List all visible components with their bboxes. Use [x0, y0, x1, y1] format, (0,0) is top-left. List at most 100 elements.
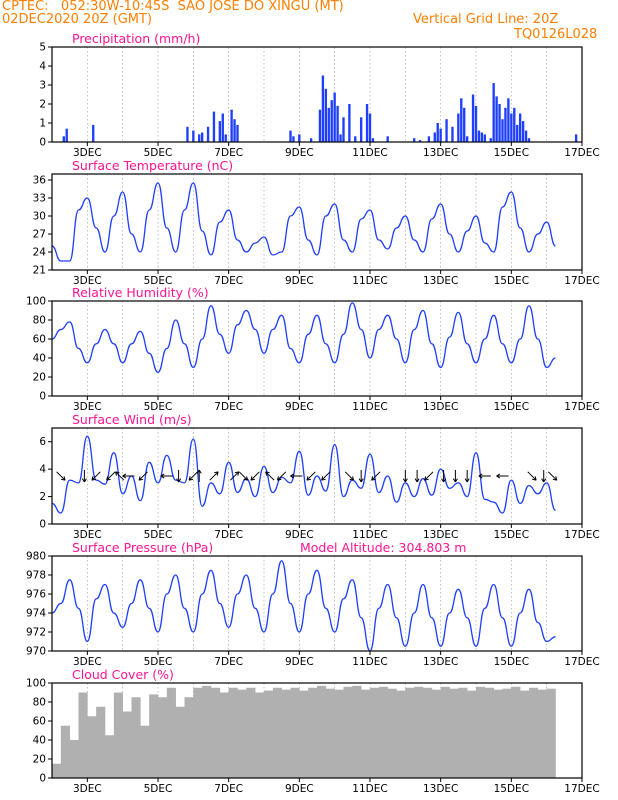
wind-arrow-head: [543, 478, 547, 483]
wind-arrow-shaft: [306, 471, 316, 481]
wind-arrow-head: [216, 471, 219, 476]
wind-arrow-head: [534, 476, 537, 481]
cloud-bar: [440, 686, 450, 778]
cloud-bar: [166, 687, 176, 778]
panel-frame: [51, 555, 583, 652]
cloud-bar: [122, 711, 132, 778]
precip-bar: [298, 134, 301, 142]
x-tick-label: 13DEC: [423, 147, 458, 159]
cloud-bar: [264, 690, 274, 778]
wind-arrow: [238, 471, 249, 481]
y-tick-label: 60: [33, 716, 46, 728]
panel-frame: [51, 427, 583, 525]
precip-bar: [365, 104, 369, 142]
wind-arrow-head: [188, 476, 191, 481]
x-tick-label: 17DEC: [564, 783, 599, 795]
precip-bar: [92, 124, 95, 142]
x-tick-label: 17DEC: [564, 656, 599, 668]
wind-arrow-shaft: [238, 471, 248, 481]
wind-arrow-head: [321, 476, 324, 481]
wind-arrow-head: [122, 475, 127, 479]
panel-precip: 0 1 2 3 4 5 3DEC 5DEC 7DEC 9DEC 11DEC 13DEC 15DEC 17D…: [39, 31, 599, 159]
wind-arrow-head: [414, 478, 418, 483]
panel-pres: 970 972 974 976 978 980 3DEC 5DEC 7DEC 9DEC 11DEC 1…: [26, 540, 600, 668]
x-tick-label: 3DEC: [73, 529, 102, 541]
wind-arrow-head: [214, 471, 219, 474]
pres-series-line: [51, 560, 556, 652]
precip-bar: [62, 136, 65, 142]
wind-arrow-head: [106, 478, 111, 481]
precip-bar: [489, 138, 492, 142]
precip-bar: [527, 138, 531, 142]
wind-arrow-shaft: [321, 471, 331, 481]
wind-arrow: [541, 470, 547, 483]
wind-arrow-head: [115, 471, 120, 474]
cloud-bar: [219, 692, 229, 778]
precip-bar: [212, 111, 216, 142]
cloud-bar: [96, 706, 106, 778]
wind-arrow: [452, 470, 458, 483]
wind-arrow-head: [404, 478, 408, 483]
wind-arrow: [424, 471, 434, 481]
x-tick-label: 9DEC: [285, 783, 314, 795]
wind-arrow: [478, 473, 491, 479]
y-tick-label: 2: [39, 491, 46, 503]
precip-bar: [474, 105, 478, 142]
cloud-bar: [246, 687, 256, 778]
wind-arrow: [188, 471, 198, 481]
wind-arrow-head: [176, 478, 180, 483]
cloud-bar: [458, 687, 468, 778]
wind-arrow-head: [496, 475, 501, 479]
cloud-bar: [140, 725, 150, 778]
wind-arrow-head: [138, 476, 141, 481]
wind-arrow-head: [416, 478, 420, 483]
wind-arrow: [106, 471, 116, 481]
wind-arrow-shaft: [188, 471, 198, 481]
precip-bar: [321, 75, 325, 142]
y-tick-label: 0: [39, 519, 46, 531]
x-tick-label: 3DEC: [73, 275, 102, 287]
precip-bar: [518, 113, 522, 142]
cloud-bar: [334, 689, 344, 778]
wind-arrow: [81, 470, 87, 483]
wind-arrow: [122, 473, 135, 479]
x-tick-label: 15DEC: [494, 783, 529, 795]
precip-bar: [336, 105, 339, 142]
x-tick-label: 13DEC: [423, 401, 458, 413]
precip-bar: [463, 107, 466, 142]
precip-bar: [224, 134, 227, 142]
y-tick-label: 972: [26, 627, 46, 639]
panel-title-cloud: Cloud Cover (%): [72, 667, 174, 682]
precip-bar: [218, 121, 222, 142]
precip-bar: [65, 128, 68, 142]
precip-bar: [477, 130, 481, 142]
cloud-bar: [396, 690, 406, 778]
wind-arrow-head: [178, 478, 182, 483]
panel-cloud: 0 20 40 60 80 100 3DEC 5DEC 7DEC 9DEC 11DEC 13DEC 15…: [26, 667, 600, 795]
header-grid-line: Vertical Grid Line: 20Z: [413, 12, 559, 27]
precip-bar: [501, 119, 504, 142]
wind-arrow-head: [234, 471, 239, 474]
wind-arrow: [276, 471, 287, 481]
wind-arrow: [496, 473, 509, 479]
wind-arrow-head: [371, 476, 374, 481]
cloud-bar: [299, 690, 309, 778]
wind-arrow-head: [81, 478, 85, 483]
cloud-bar: [202, 685, 212, 778]
wind-arrow-head: [371, 478, 376, 481]
wind-arrow-head: [63, 476, 66, 481]
cloud-bar: [378, 686, 388, 778]
wind-arrow-head: [454, 478, 458, 483]
wind-arrow-shaft: [138, 471, 148, 481]
wind-arrow-shaft: [527, 471, 537, 481]
cloud-bar: [502, 688, 512, 778]
y-tick-label: 5: [39, 42, 46, 54]
precip-bar: [465, 136, 469, 142]
x-tick-label: 15DEC: [494, 147, 529, 159]
wind-arrow-head: [306, 478, 311, 481]
x-tick-label: 17DEC: [564, 147, 599, 159]
panel-rh: 0 20 40 60 80 100 3DEC 5DEC 7DEC 9DEC 11DEC 13DEC 15…: [26, 285, 600, 413]
cloud-bar: [281, 689, 291, 778]
precip-bar: [200, 132, 204, 142]
